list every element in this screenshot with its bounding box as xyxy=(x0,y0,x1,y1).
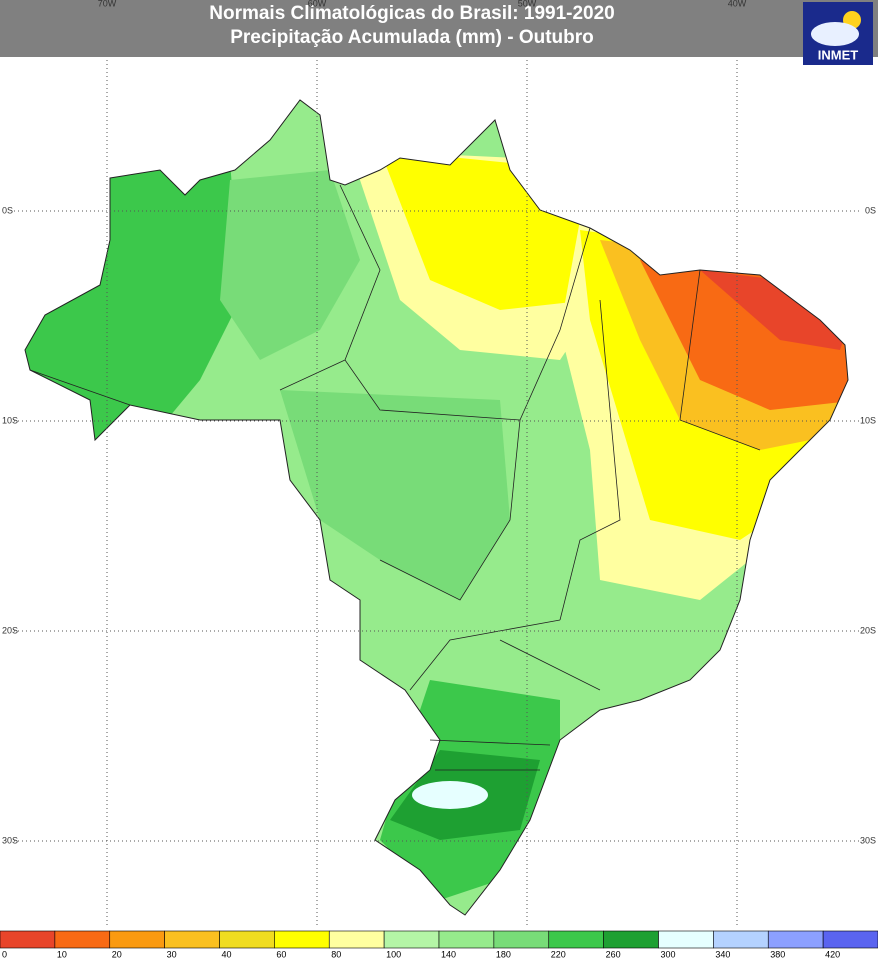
title: Normais Climatológicas do Brasil: 1991-2… xyxy=(209,3,615,24)
latitude-label: 10S xyxy=(2,415,18,425)
logo: INMET xyxy=(803,2,873,65)
colorbar-swatch xyxy=(0,930,56,949)
colorbar-label: 80 xyxy=(331,949,341,959)
latitude-label: 20S xyxy=(2,625,18,635)
colorbar-label: 40 xyxy=(222,949,232,959)
colorbar-label: 220 xyxy=(551,949,566,959)
latitude-label: 30S xyxy=(2,835,18,845)
precip-field xyxy=(25,100,848,915)
colorbar-swatch xyxy=(328,930,385,949)
latitude-label: 30S xyxy=(860,835,876,845)
colorbar-label: 180 xyxy=(496,949,511,959)
colorbar-label: 340 xyxy=(715,949,730,959)
colorbar-label: 420 xyxy=(825,949,840,959)
colorbar-swatch xyxy=(713,930,769,949)
subtitle: Precipitação Acumulada (mm) - Outubro xyxy=(230,27,594,48)
state-borders xyxy=(29,184,761,771)
colorbar-swatch xyxy=(219,930,275,949)
latitude-label: 10S xyxy=(860,415,876,425)
colorbar: 0 10 20 30 40 60 80 100 140 180 220 260 300 340 380 420 xyxy=(0,930,878,959)
colorbar-label: 30 xyxy=(167,949,177,959)
colorbar-swatch xyxy=(109,930,165,949)
colorbar-swatch xyxy=(767,930,824,949)
graticule: 70W 60W 50W 40W 0S 0S 10S 10S 20S 20S 30S 30S xyxy=(2,0,876,928)
colorbar-label: 0 xyxy=(2,949,7,959)
colorbar-label: 60 xyxy=(276,949,286,959)
colorbar-swatch xyxy=(548,930,604,949)
colorbar-label: 20 xyxy=(112,949,122,959)
colorbar-label: 260 xyxy=(606,949,621,959)
colorbar-label: 380 xyxy=(770,949,785,959)
colorbar-swatch xyxy=(274,930,330,949)
colorbar-swatch xyxy=(438,930,495,949)
colorbar-label: 300 xyxy=(661,949,676,959)
longitude-label: 40W xyxy=(728,0,747,8)
latitude-label: 0S xyxy=(865,205,876,215)
colorbar-label: 10 xyxy=(57,949,67,959)
colorbar-label: 100 xyxy=(386,949,401,959)
longitude-label: 60W xyxy=(308,0,327,8)
colorbar-swatch xyxy=(54,930,111,949)
colorbar-swatch xyxy=(822,930,878,949)
colorbar-swatch xyxy=(493,930,550,949)
colorbar-swatch xyxy=(383,930,440,949)
latitude-label: 20S xyxy=(860,625,876,635)
longitude-label: 70W xyxy=(98,0,117,8)
header-band xyxy=(0,0,878,57)
colorbar-label: 140 xyxy=(441,949,456,959)
colorbar-swatch xyxy=(603,930,659,949)
latitude-label: 0S xyxy=(2,205,13,215)
colorbar-swatch xyxy=(164,930,220,949)
longitude-label: 50W xyxy=(518,0,537,8)
colorbar-swatch xyxy=(658,930,714,949)
logo-text: INMET xyxy=(818,47,859,62)
